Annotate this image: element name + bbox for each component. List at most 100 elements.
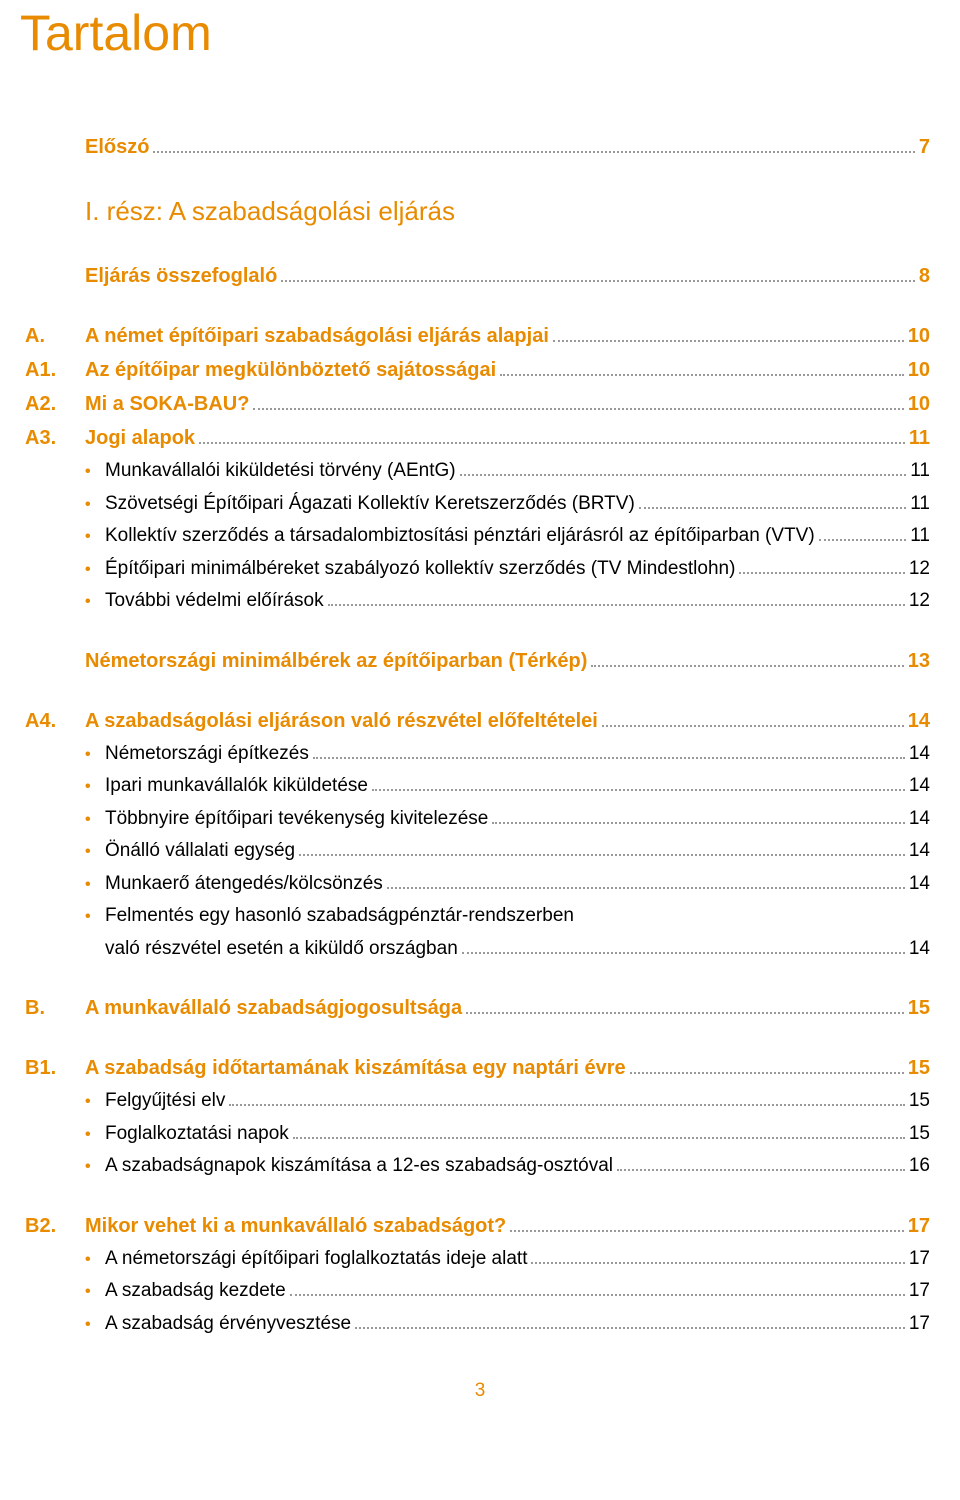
toc-label: További védelmi előírások [105, 587, 324, 616]
toc-page: 14 [909, 870, 930, 899]
toc-page: 14 [909, 772, 930, 801]
leader-dots [819, 539, 907, 541]
toc-bullet-row: •A szabadságnapok kiszámítása a 12-es sz… [85, 1152, 930, 1181]
toc-label: Németországi építkezés [105, 740, 309, 769]
toc-page: 14 [908, 706, 930, 736]
toc-prefix: B. [25, 993, 85, 1023]
leader-dots [299, 854, 905, 856]
leader-dots [630, 1072, 904, 1074]
toc-label: A németországi építőipari foglalkoztatás… [105, 1245, 527, 1274]
toc-label: Ipari munkavállalók kiküldetése [105, 772, 368, 801]
toc-bullet-row: •A szabadság kezdete17 [85, 1277, 930, 1306]
toc-page: 13 [908, 646, 930, 676]
leader-dots [553, 340, 904, 342]
leader-dots [313, 757, 905, 759]
bullet-icon: • [85, 905, 105, 929]
toc-heading-row: Eljárás összefoglaló8 [85, 261, 930, 291]
toc-label: Mikor vehet ki a munkavállaló szabadságo… [85, 1211, 506, 1241]
toc-bullet-row-wrap1: •Felmentés egy hasonló szabadságpénztár-… [85, 902, 930, 931]
toc-heading-row: B1.A szabadság időtartamának kiszámítása… [85, 1053, 930, 1083]
toc-heading-row: A.A német építőipari szabadságolási eljá… [85, 321, 930, 351]
toc-label: Többnyire építőipari tevékenység kivitel… [105, 805, 488, 834]
section-gap [85, 235, 930, 261]
section-gap [85, 166, 930, 192]
toc-bullet-row: •Munkavállalói kiküldetési törvény (AEnt… [85, 457, 930, 486]
toc-bullet-row-wrap2: való részvétel esetén a kiküldő országba… [85, 935, 930, 964]
leader-dots [466, 1012, 904, 1014]
toc-page: 17 [909, 1310, 930, 1339]
toc-label: Önálló vállalati egység [105, 837, 295, 866]
bullet-icon: • [85, 1280, 105, 1304]
toc-bullet-row: •Németországi építkezés14 [85, 740, 930, 769]
toc-heading-row: Előszó7 [85, 132, 930, 162]
toc-page: 12 [909, 587, 930, 616]
toc-page: 16 [909, 1152, 930, 1181]
leader-dots [253, 408, 903, 410]
toc-page: 12 [909, 555, 930, 584]
bullet-icon: • [85, 558, 105, 582]
toc-page: 11 [910, 490, 930, 519]
section-gap [85, 295, 930, 321]
leader-dots [639, 507, 906, 509]
toc-part-heading: I. rész: A szabadságolási eljárás [85, 192, 930, 231]
leader-dots [387, 887, 905, 889]
toc-prefix: B2. [25, 1211, 85, 1241]
leader-dots [153, 151, 914, 153]
toc-label: Munkaerő átengedés/kölcsönzés [105, 870, 383, 899]
leader-dots [281, 280, 915, 282]
toc-bullet-row: •Felgyűjtési elv15 [85, 1087, 930, 1116]
toc-page: 15 [909, 1087, 930, 1116]
toc-page: 10 [908, 321, 930, 351]
toc-page: 10 [908, 389, 930, 419]
toc-label: való részvétel esetén a kiküldő országba… [85, 935, 458, 964]
toc-bullet-row: •Többnyire építőipari tevékenység kivite… [85, 805, 930, 834]
leader-dots [462, 952, 905, 954]
toc-page: 11 [909, 423, 930, 453]
toc-page: 7 [919, 132, 930, 162]
toc-page: 17 [908, 1211, 930, 1241]
toc-label: A munkavállaló szabadságjogosultsága [85, 993, 462, 1023]
toc-page: 11 [910, 522, 930, 551]
toc-label: A német építőipari szabadságolási eljárá… [85, 321, 549, 351]
toc-heading-row: Németországi minimálbérek az építőiparba… [85, 646, 930, 676]
toc-heading-row: B.A munkavállaló szabadságjogosultsága15 [85, 993, 930, 1023]
toc-prefix: A1. [25, 355, 85, 385]
toc-page: 14 [909, 805, 930, 834]
toc-heading-row: A1.Az építőipar megkülönböztető sajátoss… [85, 355, 930, 385]
leader-dots [591, 665, 903, 667]
bullet-icon: • [85, 460, 105, 484]
toc-bullet-row: •Munkaerő átengedés/kölcsönzés14 [85, 870, 930, 899]
toc-bullet-row: •Önálló vállalati egység14 [85, 837, 930, 866]
leader-dots [229, 1104, 904, 1106]
leader-dots [328, 604, 905, 606]
section-gap [85, 620, 930, 646]
bullet-icon: • [85, 840, 105, 864]
toc-bullet-row: •Kollektív szerződés a társadalombiztosí… [85, 522, 930, 551]
toc-label: Szövetségi Építőipari Ágazati Kollektív … [105, 490, 635, 519]
toc-label: I. rész: A szabadságolási eljárás [85, 192, 455, 231]
page-number: 3 [20, 1380, 940, 1402]
bullet-icon: • [85, 493, 105, 517]
leader-dots [602, 725, 904, 727]
leader-dots [372, 789, 905, 791]
leader-dots [290, 1294, 905, 1296]
bullet-icon: • [85, 1155, 105, 1179]
toc-bullet-row: •A németországi építőipari foglalkoztatá… [85, 1245, 930, 1274]
section-gap [85, 967, 930, 993]
toc-label: Az építőipar megkülönböztető sajátossága… [85, 355, 496, 385]
leader-dots [492, 822, 904, 824]
toc-page: 17 [909, 1277, 930, 1306]
toc-page: 15 [909, 1120, 930, 1149]
toc-prefix: A3. [25, 423, 85, 453]
bullet-icon: • [85, 525, 105, 549]
section-gap [85, 680, 930, 706]
toc-label: Felmentés egy hasonló szabadságpénztár-r… [105, 902, 574, 931]
toc-label: Németországi minimálbérek az építőiparba… [85, 646, 587, 676]
toc-page: 15 [908, 993, 930, 1023]
toc-label: Felgyűjtési elv [105, 1087, 225, 1116]
toc-prefix: A. [25, 321, 85, 351]
toc-prefix: B1. [25, 1053, 85, 1083]
toc-label: A szabadságolási eljáráson való részvéte… [85, 706, 598, 736]
toc-page: 14 [909, 740, 930, 769]
bullet-icon: • [85, 808, 105, 832]
